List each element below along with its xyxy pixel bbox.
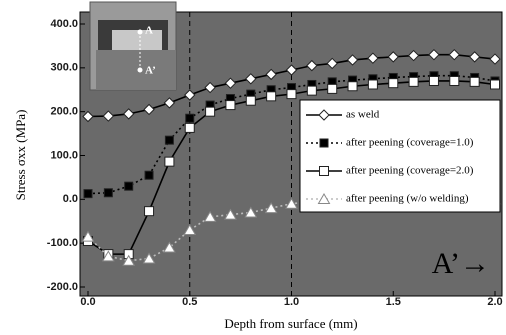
- x-tick-label: 0.5: [182, 296, 197, 308]
- marker: [307, 86, 316, 95]
- annotation: A’→: [432, 247, 490, 280]
- marker: [450, 76, 459, 85]
- y-tick-label: 200.0: [50, 106, 78, 118]
- legend-label: after peening (w/o welding): [346, 193, 469, 205]
- marker: [409, 77, 418, 86]
- legend-label: after peening (coverage=2.0): [346, 165, 474, 177]
- marker: [165, 136, 173, 144]
- marker: [185, 123, 194, 132]
- y-tick-label: -200.0: [47, 281, 78, 293]
- y-tick-label: -100.0: [47, 237, 78, 249]
- marker: [328, 84, 337, 93]
- x-tick-label: 1.0: [284, 296, 299, 308]
- marker: [429, 76, 438, 85]
- legend-label: after peening (coverage=1.0): [346, 137, 474, 149]
- marker: [348, 82, 357, 91]
- y-tick-label: 100.0: [50, 149, 78, 161]
- marker: [287, 90, 296, 99]
- marker: [125, 182, 133, 190]
- x-tick-label: 1.5: [386, 296, 401, 308]
- inset-label: A’: [145, 65, 156, 77]
- x-tick-label: 0.0: [80, 296, 95, 308]
- marker: [145, 207, 154, 216]
- marker: [226, 101, 235, 110]
- legend-label: as weld: [346, 109, 380, 121]
- y-axis-label: Stress σxx (MPa): [13, 110, 28, 201]
- legend: as weld after peening (coverage=1.0) after…: [300, 100, 500, 212]
- legend-marker: [320, 167, 329, 176]
- chart: A A’ Depth from surface (mm) Stress σxx …: [0, 0, 506, 335]
- marker: [104, 189, 112, 197]
- marker: [389, 79, 398, 88]
- marker: [84, 190, 92, 198]
- marker: [145, 171, 153, 179]
- inset-image: A A’: [90, 2, 176, 90]
- marker: [246, 96, 255, 105]
- y-tick-label: 300.0: [50, 62, 78, 74]
- marker: [491, 80, 500, 89]
- marker: [267, 92, 276, 101]
- marker: [368, 80, 377, 89]
- marker: [470, 77, 479, 86]
- marker: [206, 107, 215, 116]
- y-tick-label: 0.0: [63, 193, 78, 205]
- marker: [186, 114, 194, 122]
- x-axis-label: Depth from surface (mm): [224, 316, 357, 331]
- inset-label: A: [145, 25, 153, 37]
- x-tick-label: 2.0: [487, 296, 502, 308]
- marker: [165, 157, 174, 166]
- y-tick-label: 400.0: [50, 18, 78, 30]
- legend-marker: [320, 139, 328, 147]
